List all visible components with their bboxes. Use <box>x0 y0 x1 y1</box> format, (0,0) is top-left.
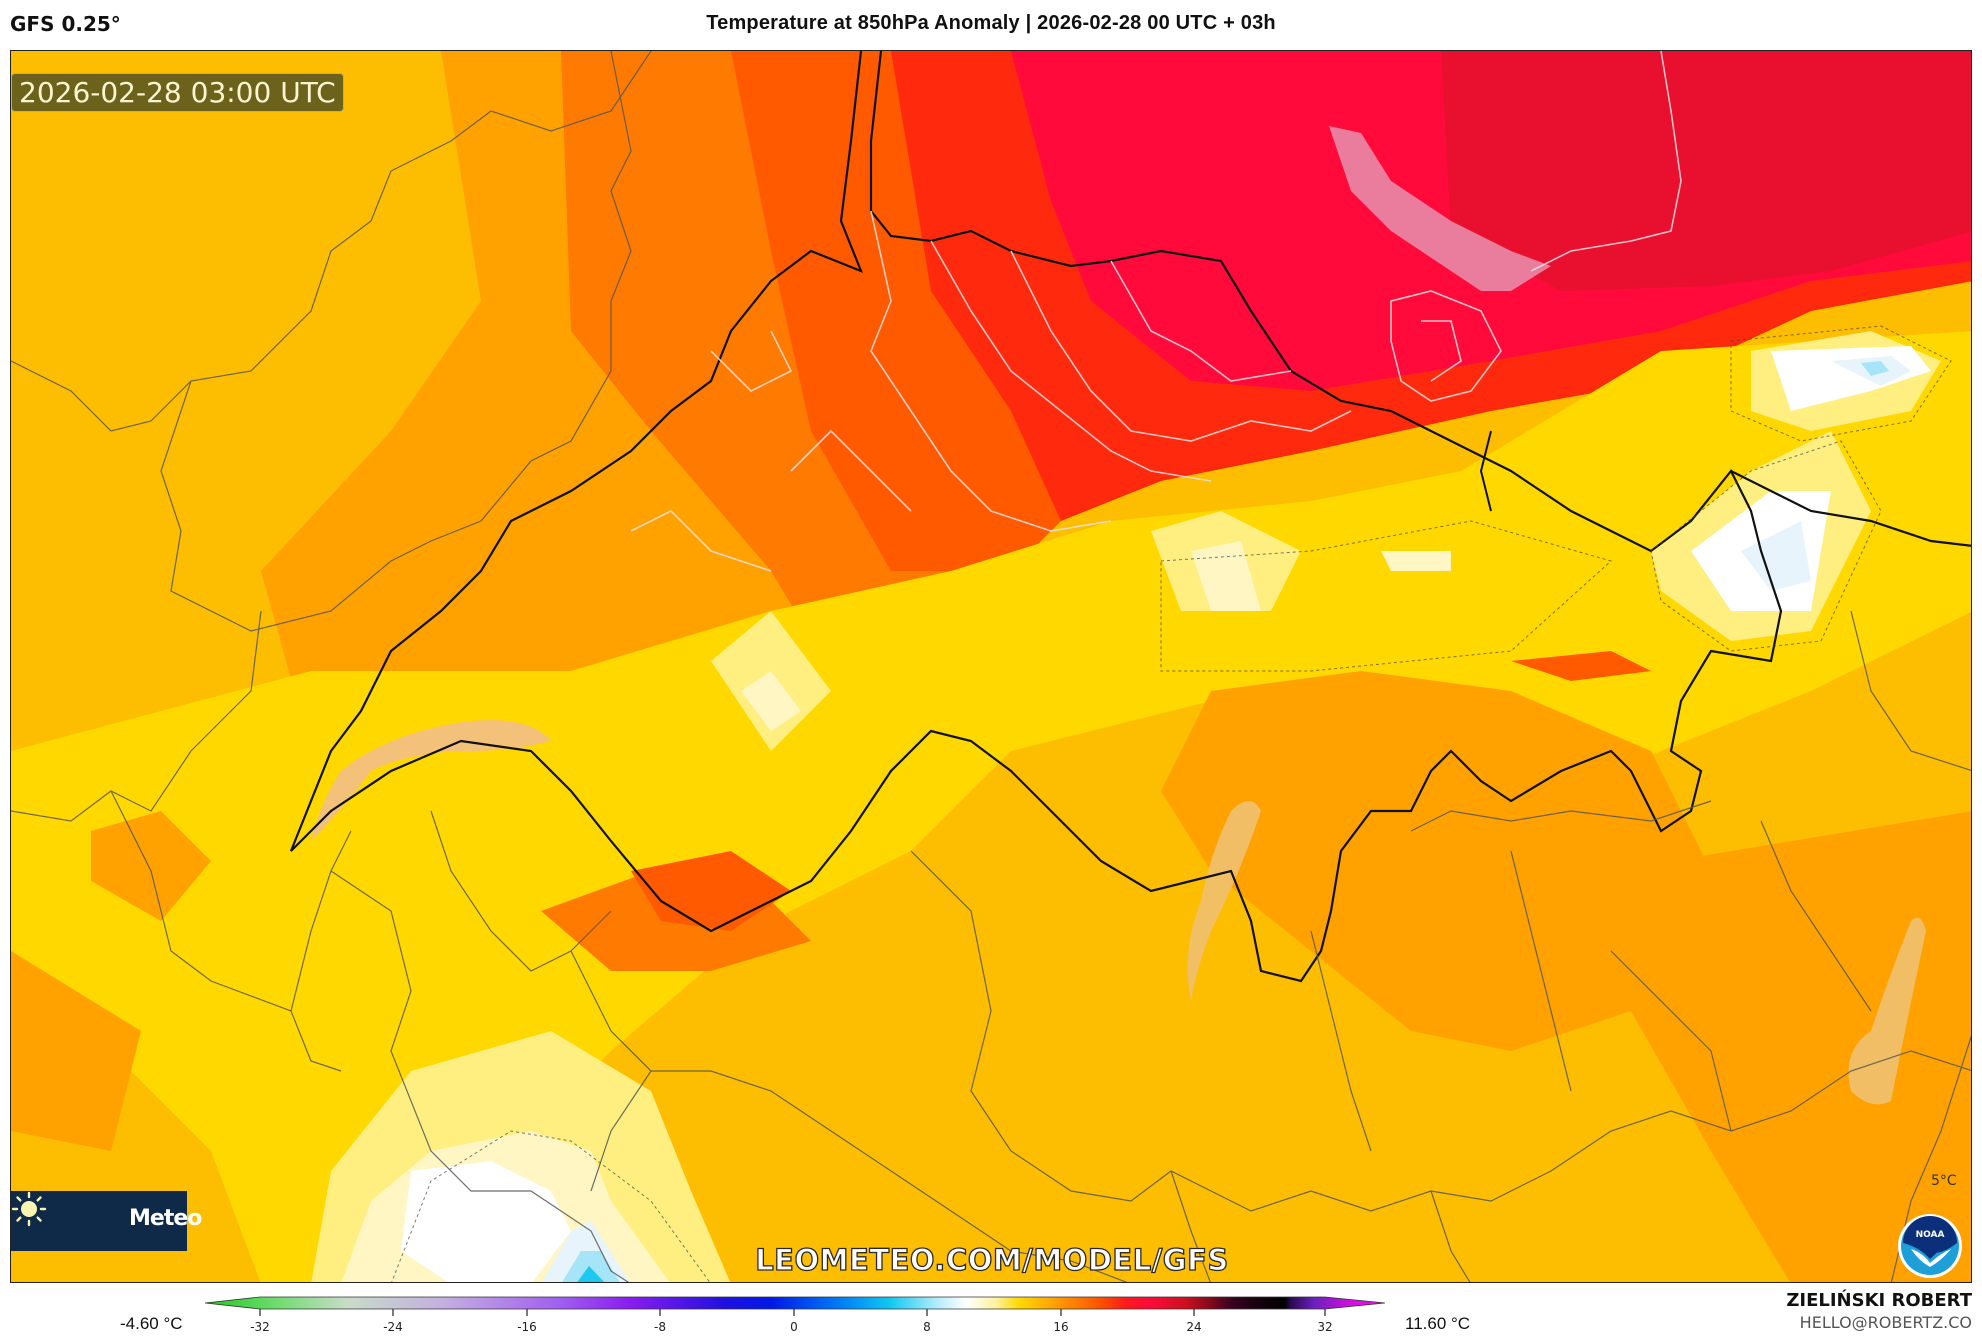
colorbar-tick: 24 <box>1186 1320 1201 1334</box>
temperature-anomaly-field <box>11 51 1971 1282</box>
colorbar-tick: -32 <box>250 1320 270 1334</box>
colorbar-tick: 16 <box>1053 1320 1068 1334</box>
colorbar-tick: 8 <box>923 1320 931 1334</box>
colorbar-tick: 32 <box>1317 1320 1332 1334</box>
brand-banner[interactable]: Meteo <box>11 1191 202 1251</box>
author-credit: ZIELIŃSKI ROBERT HELLO@ROBERTZ.CO <box>1786 1290 1972 1332</box>
author-email[interactable]: HELLO@ROBERTZ.CO <box>1799 1313 1972 1332</box>
colorbar-tick: 0 <box>790 1320 798 1334</box>
model-label: GFS 0.25° <box>10 12 121 36</box>
author-name: ZIELIŃSKI ROBERT <box>1786 1290 1972 1311</box>
noaa-logo-icon: NOAA <box>1898 1214 1962 1278</box>
valid-time-badge: 2026-02-28 03:00 UTC <box>11 73 344 112</box>
svg-text:NOAA: NOAA <box>1916 1230 1945 1240</box>
colorbar-tick: -24 <box>383 1320 403 1334</box>
chart-title: Temperature at 850hPa Anomaly | 2026-02-… <box>706 12 1276 34</box>
colorbar-tick: -8 <box>654 1320 666 1334</box>
contour-unit-label: 5°C <box>1931 1173 1957 1189</box>
brand-text: Meteo <box>129 1206 202 1231</box>
colorbar-tick: -16 <box>517 1320 537 1334</box>
map-panel[interactable]: 2026-02-28 03:00 UTC Meteo LEOMETEO.COM/… <box>10 50 1972 1283</box>
colorbar-min-value: -4.60 °C <box>120 1314 183 1333</box>
sun-icon <box>11 1191 47 1227</box>
source-watermark: LEOMETEO.COM/MODEL/GFS <box>755 1242 1229 1277</box>
colorbar-max-value: 11.60 °C <box>1405 1314 1471 1333</box>
colorbar: -32 -24 -16 -8 0 8 16 24 32 <box>205 1296 1385 1334</box>
